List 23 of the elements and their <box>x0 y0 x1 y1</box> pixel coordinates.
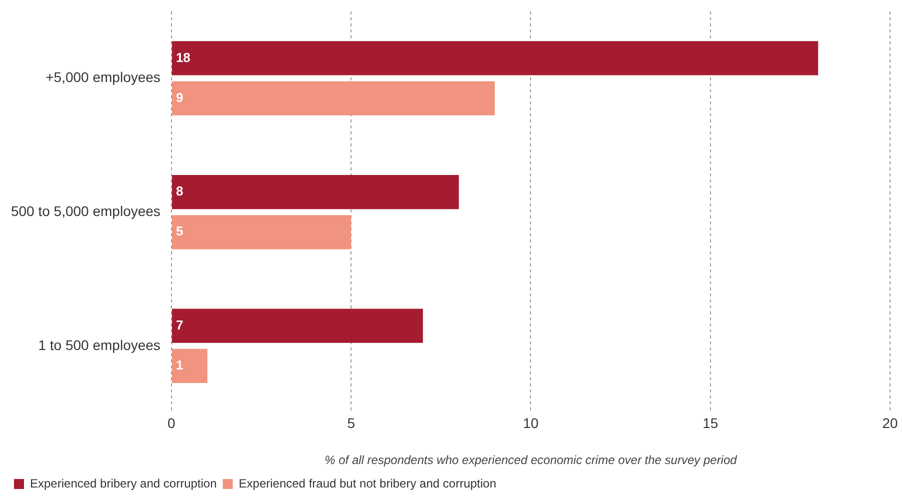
data-label: 8 <box>176 184 184 199</box>
x-tick-label: 20 <box>882 415 898 432</box>
bar <box>172 348 208 384</box>
x-tick-label: 0 <box>168 415 176 432</box>
x-tick-label: 10 <box>522 415 539 432</box>
y-tick-label: 1 to 500 employees <box>38 336 160 353</box>
x-axis-title: % of all respondents who experienced economic crime over the survey period <box>324 453 738 468</box>
bar <box>172 41 818 76</box>
bar <box>172 215 352 250</box>
y-tick-label: 500 to 5,000 employees <box>10 202 160 219</box>
data-label: 9 <box>176 90 184 105</box>
bar <box>172 308 423 343</box>
bar <box>172 174 459 210</box>
legend-label: Experienced bribery and corruption <box>30 476 217 490</box>
data-label: 5 <box>176 224 184 239</box>
bar <box>172 81 495 116</box>
data-label: 7 <box>176 317 184 332</box>
data-label: 1 <box>176 358 184 373</box>
x-tick-label: 5 <box>347 415 356 432</box>
data-label: 18 <box>176 50 190 65</box>
y-tick-label: +5,000 employees <box>46 69 160 86</box>
legend-label: Experienced fraud but not bribery and corruption <box>238 476 496 490</box>
x-tick-label: 15 <box>702 415 718 432</box>
